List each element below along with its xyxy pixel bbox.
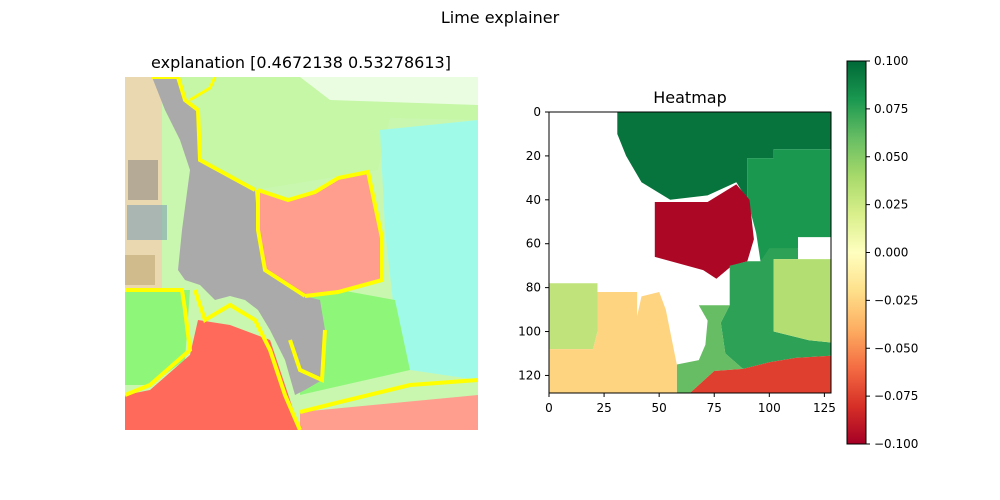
colorbar-tick-label: 0.025: [874, 198, 908, 212]
colorbar-tick-label: 0.100: [874, 54, 908, 68]
x-tick-label: 25: [596, 401, 611, 415]
y-tick-label: 60: [526, 237, 541, 251]
colorbar-tick-label: −0.025: [874, 293, 918, 307]
x-tick-label: 75: [707, 401, 722, 415]
colorbar-tick-label: 0.000: [874, 246, 908, 260]
colorbar-tick-label: 0.050: [874, 150, 908, 164]
x-tick-label: 125: [813, 401, 836, 415]
x-tick-label: 0: [545, 401, 553, 415]
explanation-image: [125, 77, 478, 430]
explanation-title: explanation [0.4672138 0.53278613]: [151, 53, 451, 72]
heatmap-segment: [549, 283, 598, 349]
colorbar-tick-label: 0.075: [874, 102, 908, 116]
heatmap-segment: [774, 259, 831, 342]
colorbar: 0.100 0.075 0.050 0.025 0.000 −0.025 −0.050 −0.…: [847, 54, 918, 451]
colorbar-gradient: [847, 61, 866, 444]
shelf-books: [128, 160, 158, 200]
heatmap-plot: 0 25 50 75 100 125 0 20 40 60 80 100 120: [518, 105, 836, 415]
x-tick-label: 100: [758, 401, 781, 415]
y-tick-label: 20: [526, 149, 541, 163]
y-tick-label: 80: [526, 281, 541, 295]
colorbar-tick-label: −0.050: [874, 341, 918, 355]
figure-suptitle: Lime explainer: [441, 8, 560, 27]
y-tick-label: 100: [518, 325, 541, 339]
y-tick-label: 0: [533, 105, 541, 119]
y-tick-label: 120: [518, 368, 541, 382]
y-tick-label: 40: [526, 193, 541, 207]
colorbar-tick-label: −0.075: [874, 389, 918, 403]
shelf-base: [125, 255, 155, 285]
heatmap-title: Heatmap: [653, 88, 727, 107]
shelf-object: [127, 205, 167, 240]
colorbar-tick-label: −0.100: [874, 437, 918, 451]
x-tick-label: 50: [652, 401, 667, 415]
